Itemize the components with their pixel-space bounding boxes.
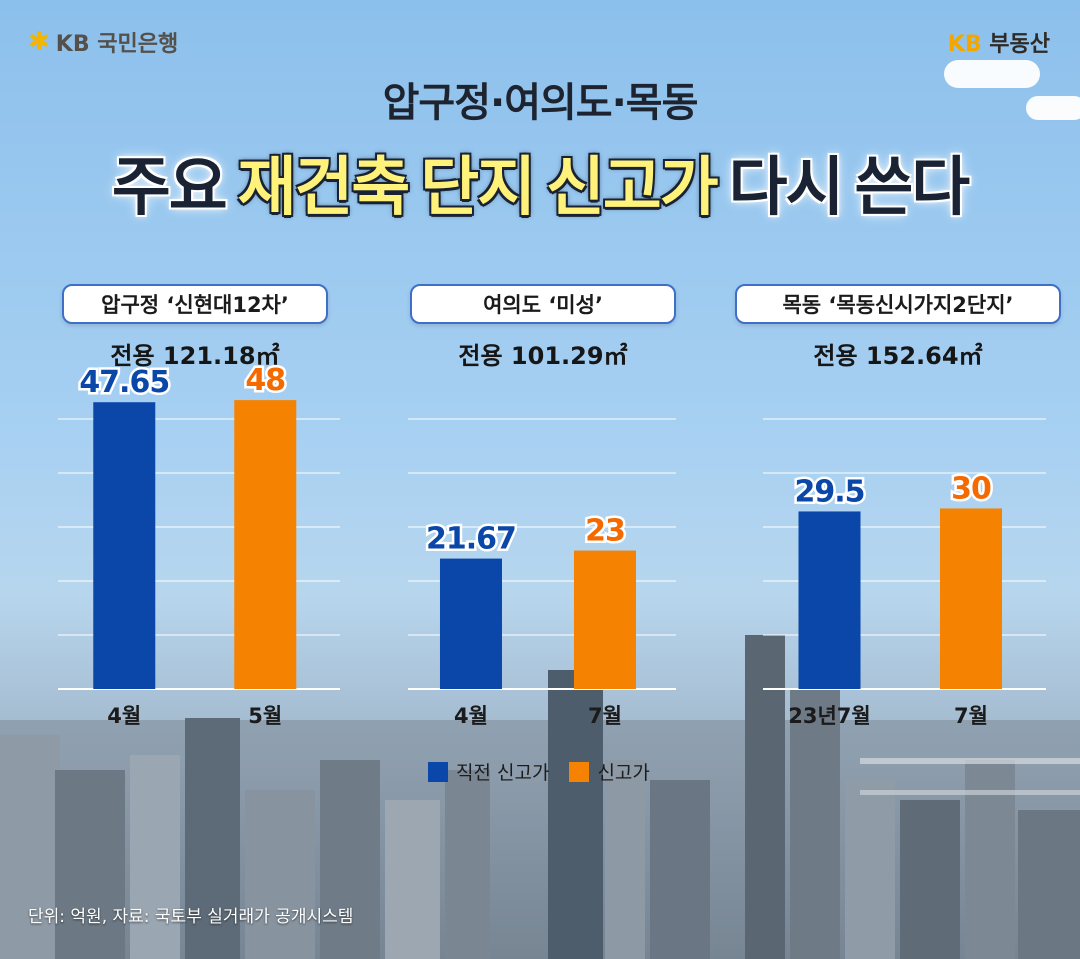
panel-area-apgujeong: 전용 121.18㎡ — [110, 342, 280, 370]
bar-value-label: 30 — [951, 471, 991, 506]
bar-value-label: 29.5 — [794, 474, 864, 509]
bar-new-high — [940, 508, 1003, 689]
panel-title-apgujeong: 압구정 ‘신현대12차’ — [62, 284, 328, 324]
bar-value-label: 48 — [245, 363, 285, 398]
bar-value-label: 47.65 — [79, 365, 169, 400]
kb-real-estate-logo: KB 부동산 — [948, 26, 1050, 58]
page-headline: 주요 재건축 단지 신고가 다시 쓴다 — [0, 136, 1080, 228]
legend-swatch-previous-high — [428, 761, 448, 782]
page-subtitle: 압구정·여의도·목동 — [382, 80, 699, 126]
kb-star-icon: ✱ — [28, 27, 50, 57]
x-tick-label: 5월 — [248, 704, 282, 728]
headline-highlight-word: 신고가 — [546, 151, 719, 225]
kb-real-estate-kb: KB — [947, 32, 982, 57]
bar-previous-high — [93, 402, 156, 689]
panel-title-mokdong: 목동 ‘목동신시가지2단지’ — [735, 284, 1061, 324]
kb-real-estate-text: 부동산 — [989, 32, 1050, 57]
x-tick-label: 4월 — [454, 704, 488, 728]
bar-previous-high — [798, 511, 861, 689]
x-tick-label: 7월 — [588, 704, 622, 728]
headline-word: 주요 — [111, 151, 228, 225]
legend-item-previous-high: 직전 신고가 — [428, 758, 549, 785]
kb-kookmin-bank-logo: ✱ KB 국민은행 — [28, 26, 178, 58]
legend-swatch-new-high — [569, 761, 590, 782]
x-tick-label: 7월 — [954, 704, 988, 728]
legend-label-new-high: 신고가 — [597, 762, 650, 784]
bar-value-label: 23 — [585, 514, 625, 549]
bar-new-high — [234, 400, 297, 689]
panel-title-yeouido: 여의도 ‘미성’ — [410, 284, 676, 324]
x-tick-label: 4월 — [107, 704, 141, 728]
headline-word: 다시 — [728, 151, 845, 225]
legend-item-new-high: 신고가 — [569, 758, 650, 785]
legend-label-previous-high: 직전 신고가 — [456, 762, 550, 784]
cloud-decoration — [1026, 96, 1080, 120]
cloud-decoration — [944, 60, 1040, 88]
legend: 직전 신고가 신고가 — [428, 758, 660, 785]
x-tick-label: 23년7월 — [788, 704, 870, 728]
headline-highlight-word: 단지 — [420, 151, 536, 225]
bar-value-label: 21.67 — [426, 522, 516, 557]
bar-previous-high — [439, 558, 502, 689]
kb-kookmin-bank-text: KB 국민은행 — [55, 32, 179, 57]
footnote: 단위: 억원, 자료: 국토부 실거래가 공개시스템 — [28, 907, 354, 927]
headline-highlight-word: 재건축 — [237, 151, 411, 225]
panel-area-yeouido: 전용 101.29㎡ — [458, 342, 628, 370]
panel-area-mokdong: 전용 152.64㎡ — [813, 342, 983, 370]
headline-word: 쓴다 — [854, 151, 970, 225]
bar-new-high — [573, 550, 636, 689]
